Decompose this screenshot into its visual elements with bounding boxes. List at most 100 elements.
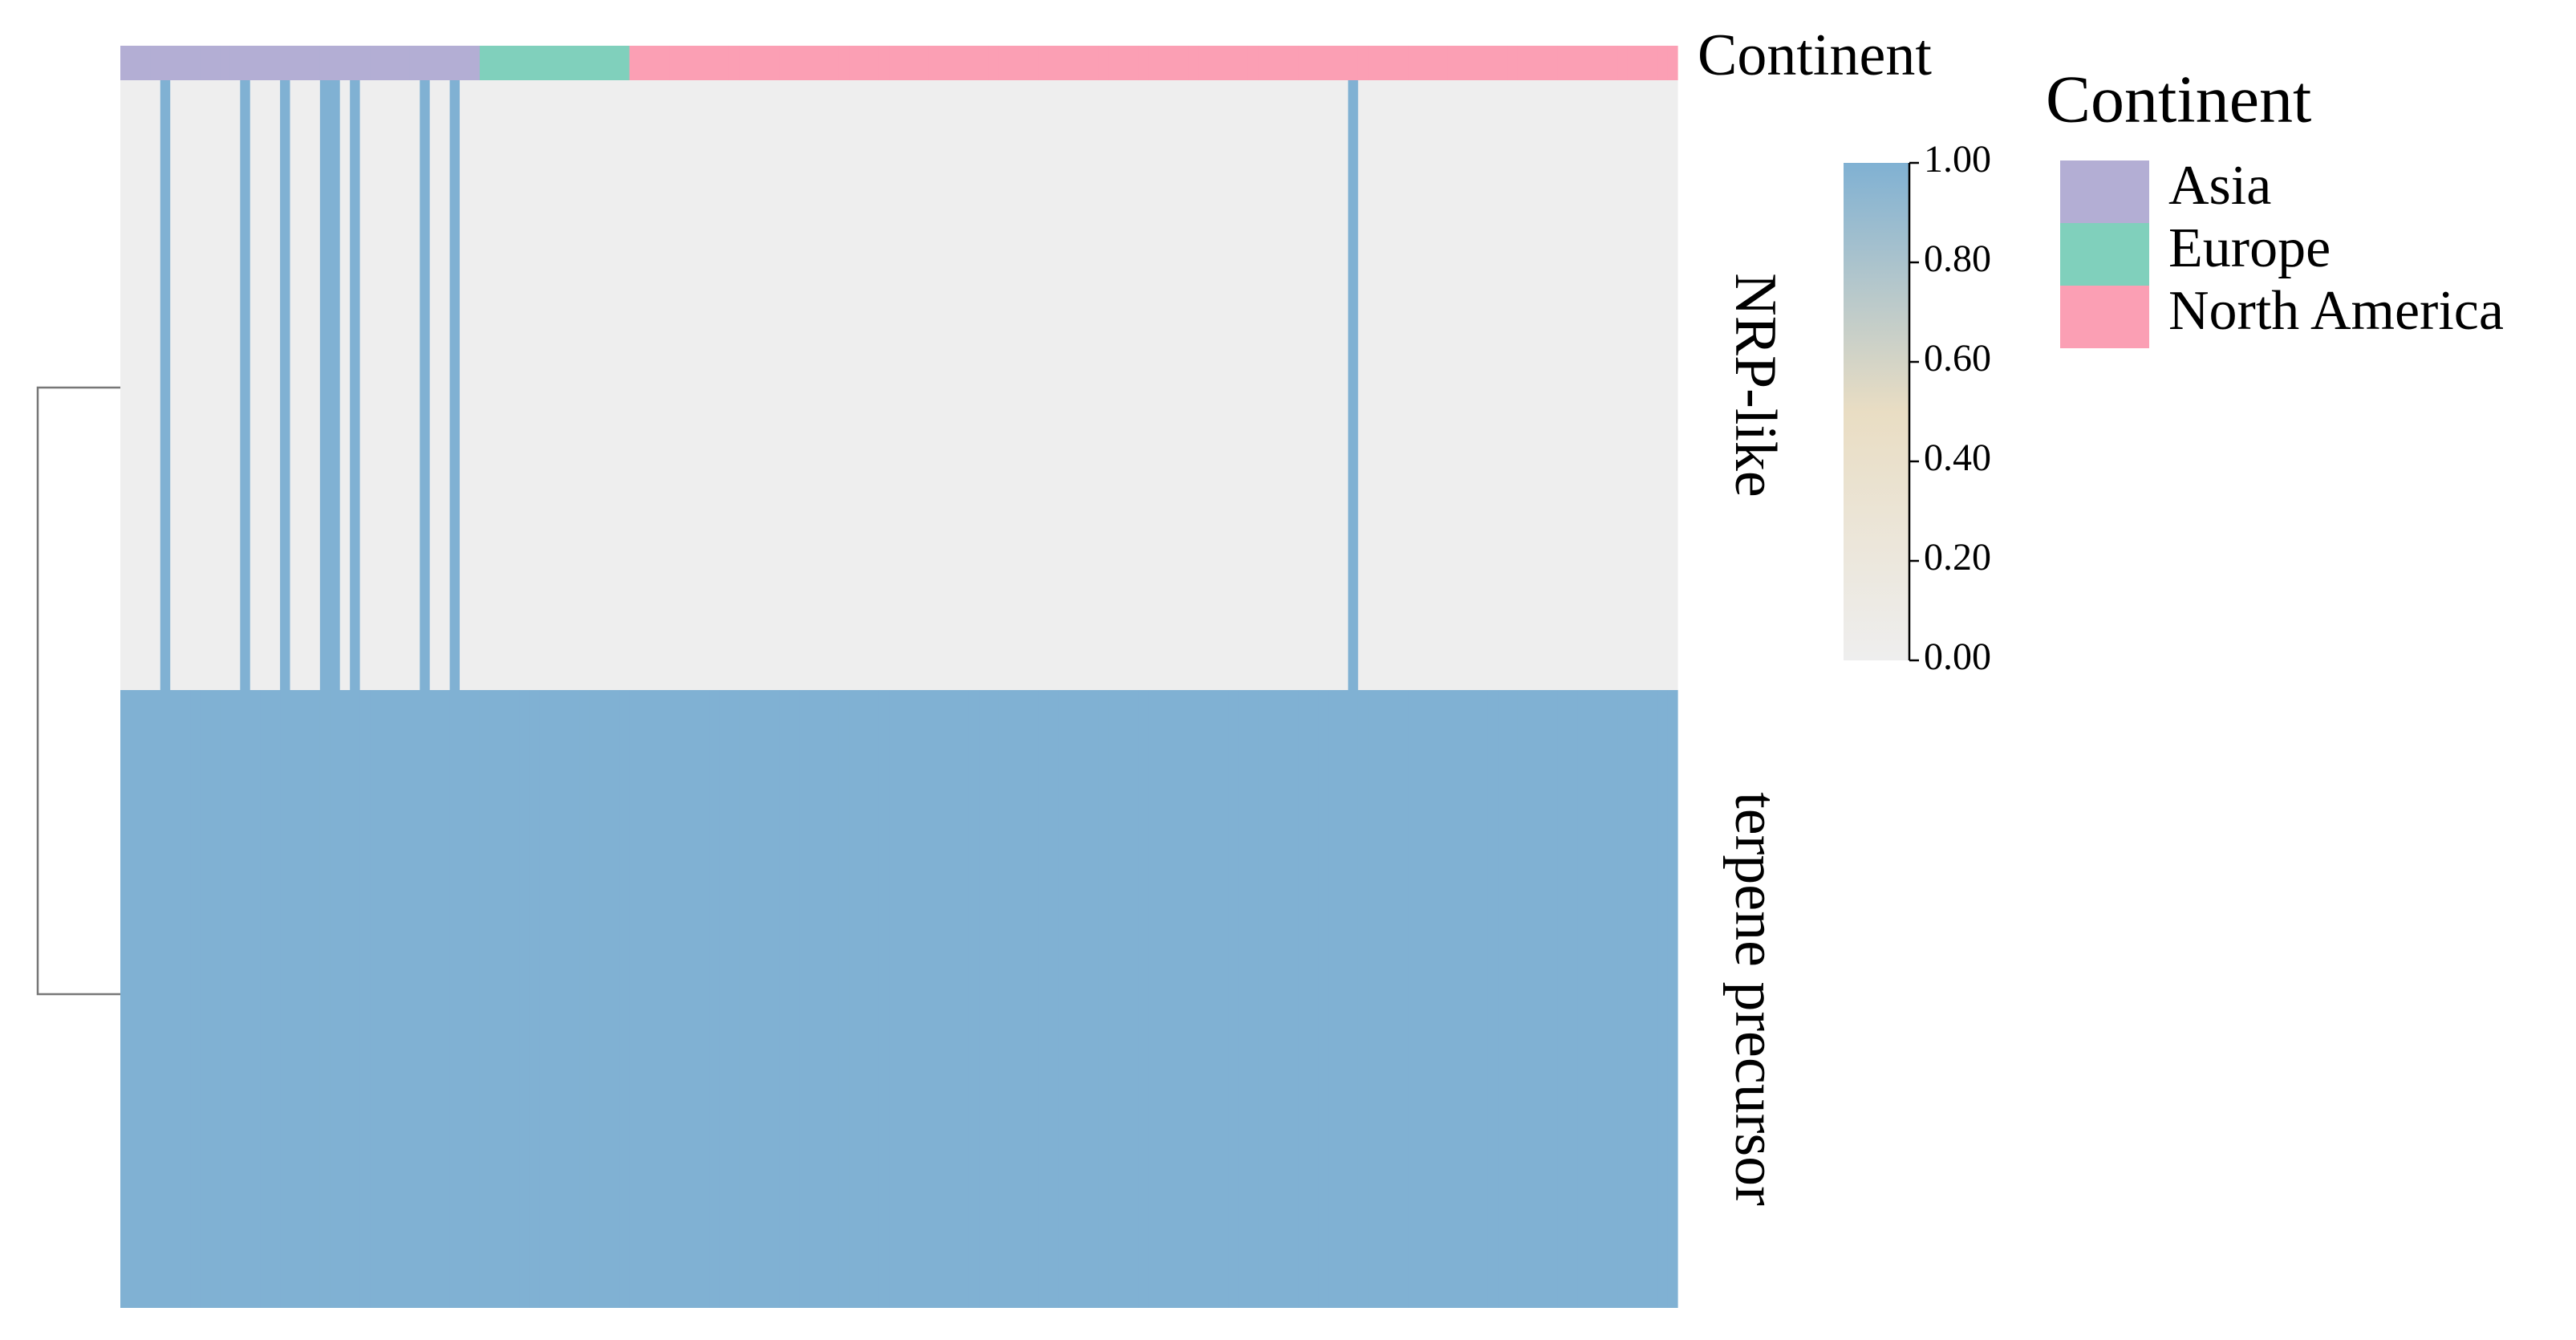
- heatmap-cell: [529, 690, 541, 1308]
- row-label: terpene precursor: [1722, 792, 1788, 1206]
- heatmap-cell: [529, 80, 541, 690]
- heatmap-cell: [1667, 690, 1678, 1308]
- heatmap-cell: [550, 690, 561, 1308]
- heatmap-cell: [479, 690, 490, 1308]
- heatmap-cell: [1527, 80, 1539, 690]
- heatmap-cell: [150, 690, 161, 1308]
- heatmap-cell: [1438, 690, 1449, 1308]
- heatmap-cell: [1537, 80, 1548, 690]
- heatmap-cell: [919, 690, 930, 1308]
- heatmap-cell: [120, 690, 132, 1308]
- heatmap-cell: [160, 80, 171, 690]
- heatmap-cell: [130, 80, 141, 690]
- heatmap-cell: [838, 690, 850, 1308]
- heatmap-cell: [948, 690, 959, 1308]
- heatmap-cell: [229, 80, 241, 690]
- annotation-cell: [1038, 46, 1049, 80]
- heatmap-cell: [190, 80, 201, 690]
- heatmap-cell: [389, 690, 400, 1308]
- annotation-cell: [809, 46, 820, 80]
- legend-label: North America: [2168, 280, 2504, 342]
- heatmap-cell: [359, 80, 371, 690]
- annotation-cell: [1438, 46, 1449, 80]
- heatmap-cell: [889, 80, 900, 690]
- heatmap-cell: [908, 690, 919, 1308]
- heatmap-cell: [1308, 690, 1319, 1308]
- heatmap-cell: [1627, 80, 1638, 690]
- heatmap-cell: [739, 80, 750, 690]
- heatmap-cell: [1458, 80, 1469, 690]
- heatmap-cell: [229, 690, 241, 1308]
- heatmap-cell: [629, 690, 640, 1308]
- annotation-cell: [1478, 46, 1489, 80]
- annotation-cell: [529, 46, 541, 80]
- heatmap-cell: [789, 690, 800, 1308]
- annotation-cell: [1577, 46, 1588, 80]
- heatmap-cell: [1247, 80, 1260, 690]
- row-label: NRP-like: [1722, 273, 1788, 497]
- heatmap-cell: [1318, 690, 1329, 1308]
- heatmap-cell: [1657, 690, 1669, 1308]
- heatmap-cell: [919, 80, 930, 690]
- heatmap-cell: [998, 80, 1009, 690]
- heatmap-cell: [1268, 80, 1279, 690]
- heatmap-cell: [400, 690, 411, 1308]
- legend-swatch: [2060, 160, 2149, 223]
- annotation-cell: [1058, 46, 1069, 80]
- heatmap-cell: [579, 690, 590, 1308]
- annotation-cell: [728, 46, 740, 80]
- annotation-cell: [1348, 46, 1359, 80]
- heatmap-cell: [1208, 80, 1219, 690]
- heatmap-cell: [550, 80, 561, 690]
- annotation-cell: [639, 46, 651, 80]
- heatmap-cell: [1388, 80, 1399, 690]
- heatmap-cell: [1377, 690, 1389, 1308]
- annotation-cell: [1188, 46, 1199, 80]
- heatmap-cell: [1617, 690, 1629, 1308]
- heatmap-cell: [609, 80, 620, 690]
- heatmap-cell: [899, 80, 910, 690]
- heatmap-cell: [1527, 690, 1539, 1308]
- heatmap-cell: [889, 690, 900, 1308]
- annotation-cell: [659, 46, 670, 80]
- heatmap-cell: [220, 690, 231, 1308]
- heatmap-cell: [1577, 80, 1588, 690]
- heatmap-cell: [409, 690, 420, 1308]
- legend-label: Asia: [2168, 155, 2271, 217]
- heatmap-cell: [569, 690, 580, 1308]
- annotation-cell: [968, 46, 980, 80]
- heatmap-cell: [1098, 80, 1110, 690]
- heatmap-cell: [799, 80, 810, 690]
- heatmap-cell: [748, 80, 760, 690]
- heatmap-cell: [769, 80, 780, 690]
- heatmap-cell: [440, 80, 451, 690]
- annotation-cell: [1607, 46, 1618, 80]
- heatmap-cell: [160, 690, 171, 1308]
- annotation-cell: [878, 46, 890, 80]
- annotation-cell: [370, 46, 381, 80]
- annotation-cell: [479, 46, 490, 80]
- heatmap-cell: [330, 690, 341, 1308]
- heatmap-cell: [1118, 690, 1130, 1308]
- heatmap-cell: [1438, 80, 1449, 690]
- annotation-cell: [1278, 46, 1289, 80]
- heatmap-cell: [1028, 80, 1040, 690]
- heatmap-cell: [1498, 690, 1509, 1308]
- heatmap-cell: [899, 690, 910, 1308]
- heatmap-cell: [260, 80, 271, 690]
- heatmap-cell: [1607, 690, 1618, 1308]
- annotation-cell: [599, 46, 611, 80]
- heatmap-cell: [1597, 80, 1608, 690]
- heatmap-cell: [1028, 690, 1040, 1308]
- annotation-cell: [400, 46, 411, 80]
- heatmap-cell: [1487, 80, 1499, 690]
- heatmap-cell: [1357, 80, 1369, 690]
- heatmap-cell: [1288, 80, 1299, 690]
- heatmap-cell: [1487, 690, 1499, 1308]
- annotation-cell: [928, 46, 939, 80]
- heatmap-cell: [1069, 690, 1080, 1308]
- heatmap-cell: [479, 80, 490, 690]
- heatmap-cell: [460, 80, 471, 690]
- heatmap-cell: [1108, 80, 1119, 690]
